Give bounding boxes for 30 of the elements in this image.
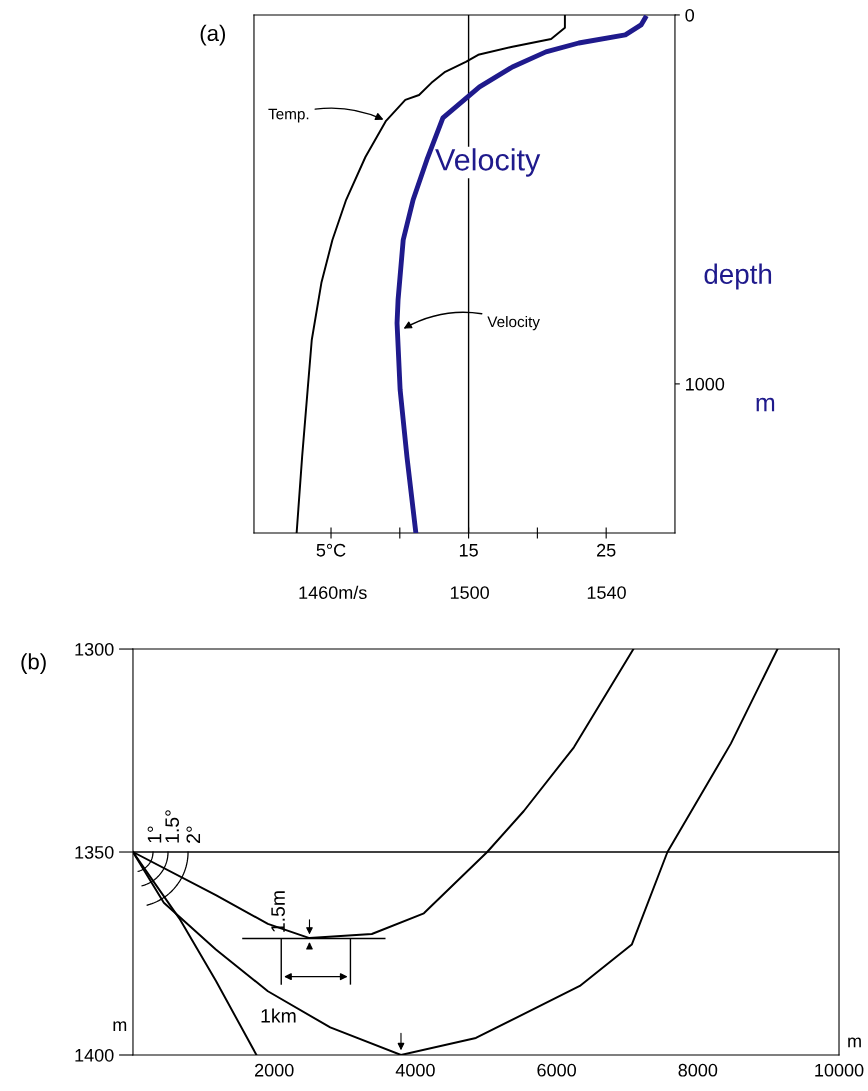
annotation: 1km — [261, 1008, 296, 1023]
y-axis-title: depth — [704, 263, 772, 290]
x-tick-label: 5°C — [316, 543, 346, 557]
text: m — [756, 397, 775, 412]
annotation: 1.5m — [271, 891, 285, 932]
x-tick-label: 8000 — [678, 1063, 718, 1077]
y-tick-label: 1300 — [75, 642, 114, 656]
x-tick-label: 25 — [597, 543, 616, 557]
text: (b) — [21, 653, 46, 674]
annotation: Temp. — [268, 108, 309, 123]
y-tick-label: 1350 — [75, 845, 114, 859]
x-tick-label: 4000 — [395, 1063, 435, 1077]
annotation: 1° — [147, 826, 162, 843]
series-label: Velocity — [435, 148, 541, 177]
x2-tick-label: 1540 — [587, 586, 626, 599]
annotation: 1.5° — [165, 810, 180, 843]
annotation: Velocity — [487, 315, 540, 331]
x2-tick-label: 1500 — [450, 586, 489, 599]
x-tick-label: 15 — [459, 544, 478, 557]
text: (a) — [200, 24, 226, 46]
x2-tick-label: 1460m/s — [299, 585, 367, 599]
y-tick-label: 1000 — [686, 377, 725, 391]
y-axis-title: m — [113, 1021, 127, 1031]
x-tick-label: 6000 — [537, 1063, 576, 1077]
y-tick-label: 1400 — [75, 1048, 114, 1062]
x-tick-label: 10000 — [815, 1063, 864, 1077]
annotation: 2° — [186, 826, 201, 843]
y-tick-label: 0 — [685, 8, 695, 22]
x-tick-label: 2000 — [255, 1063, 294, 1077]
x-axis-title: m — [848, 1037, 861, 1048]
